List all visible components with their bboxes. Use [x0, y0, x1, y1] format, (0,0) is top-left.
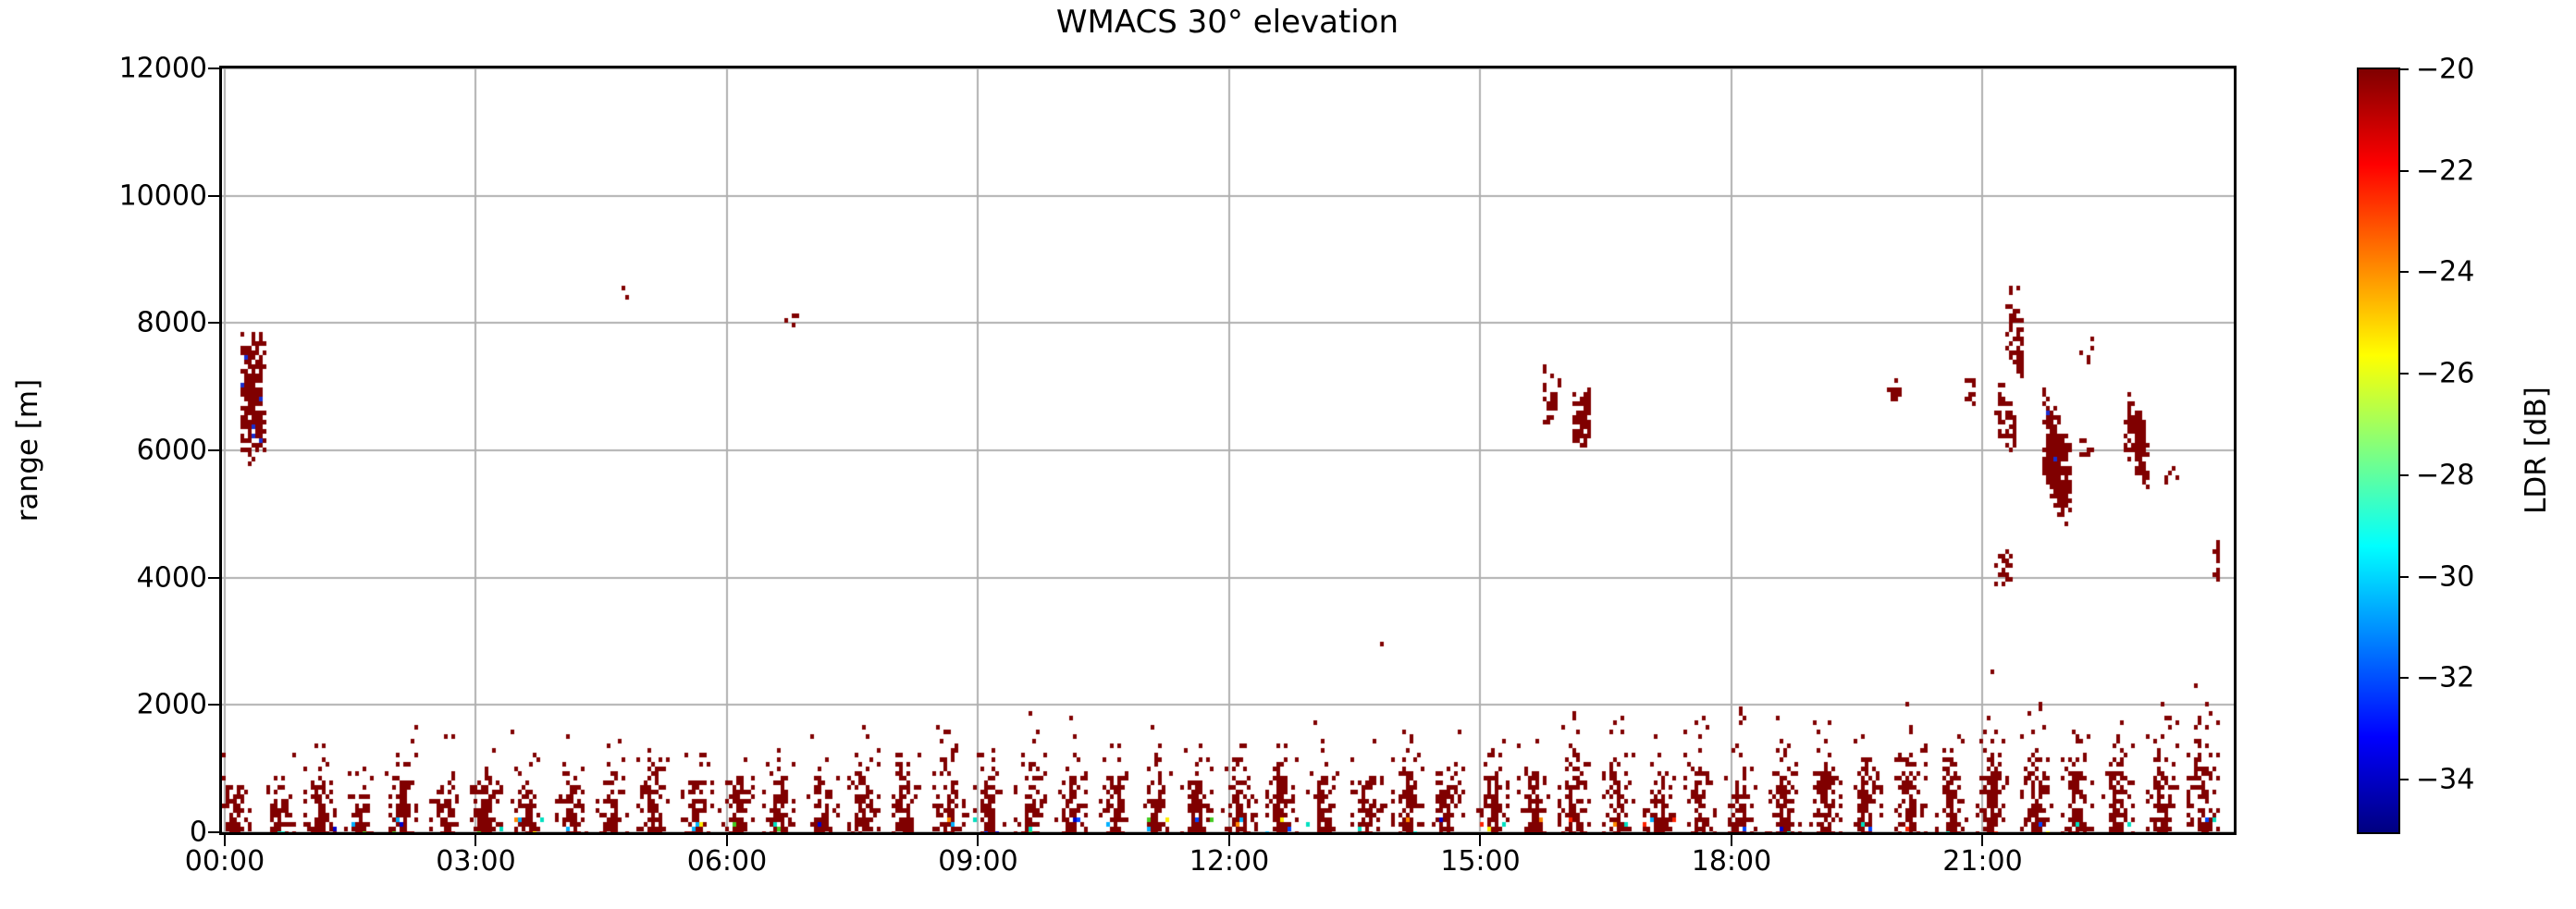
x-tick-mark — [1981, 835, 1984, 846]
y-tick-label: 0 — [189, 816, 207, 849]
y-tick-mark — [208, 831, 219, 833]
y-tick-mark — [208, 576, 219, 579]
colorbar-tick-label: −34 — [2416, 763, 2475, 796]
colorbar-tick-mark — [2398, 677, 2409, 680]
colorbar-tick-mark — [2398, 68, 2409, 70]
x-tick-mark — [475, 835, 477, 846]
x-tick-mark — [1479, 835, 1482, 846]
colorbar-tick-label: −28 — [2416, 459, 2475, 492]
plot-area — [219, 66, 2237, 835]
colorbar-tick-mark — [2398, 779, 2409, 781]
x-tick-mark — [1730, 835, 1732, 846]
y-tick-label: 2000 — [136, 688, 207, 721]
x-tick-mark — [725, 835, 728, 846]
y-tick-mark — [208, 449, 219, 451]
colorbar-tick-label: −24 — [2416, 255, 2475, 289]
colorbar-label: LDR [dB] — [2520, 387, 2553, 514]
colorbar-tick-label: −32 — [2416, 661, 2475, 694]
colorbar-tick-label: −30 — [2416, 560, 2475, 594]
y-tick-label: 6000 — [136, 434, 207, 467]
colorbar-gradient — [2359, 69, 2398, 832]
y-tick-label: 12000 — [118, 52, 207, 85]
colorbar-tick-mark — [2398, 169, 2409, 172]
y-tick-label: 10000 — [118, 179, 207, 213]
x-tick-mark — [1227, 835, 1230, 846]
y-tick-mark — [208, 322, 219, 325]
x-tick-label: 06:00 — [686, 845, 768, 878]
x-tick-label: 00:00 — [184, 845, 265, 878]
colorbar-tick-label: −20 — [2416, 53, 2475, 86]
colorbar-tick-mark — [2398, 575, 2409, 578]
x-tick-label: 21:00 — [1942, 845, 2023, 878]
x-tick-label: 18:00 — [1691, 845, 1772, 878]
colorbar — [2357, 68, 2400, 834]
chart-title: WMACS 30° elevation — [1055, 4, 1399, 41]
x-tick-mark — [223, 835, 226, 846]
y-tick-label: 8000 — [136, 306, 207, 339]
colorbar-tick-mark — [2398, 473, 2409, 476]
colorbar-tick-mark — [2398, 373, 2409, 375]
y-tick-mark — [208, 68, 219, 69]
y-tick-mark — [208, 704, 219, 706]
x-tick-label: 12:00 — [1189, 845, 1270, 878]
colorbar-tick-label: −22 — [2416, 154, 2475, 188]
y-axis-label: range [m] — [11, 378, 44, 522]
x-tick-label: 15:00 — [1440, 845, 1521, 878]
colorbar-tick-label: −26 — [2416, 357, 2475, 390]
x-tick-label: 09:00 — [938, 845, 1018, 878]
x-tick-label: 03:00 — [436, 845, 516, 878]
colorbar-tick-mark — [2398, 271, 2409, 274]
x-tick-mark — [977, 835, 980, 846]
y-tick-mark — [208, 194, 219, 197]
y-tick-label: 4000 — [136, 561, 207, 595]
plot-canvas — [222, 68, 2234, 832]
